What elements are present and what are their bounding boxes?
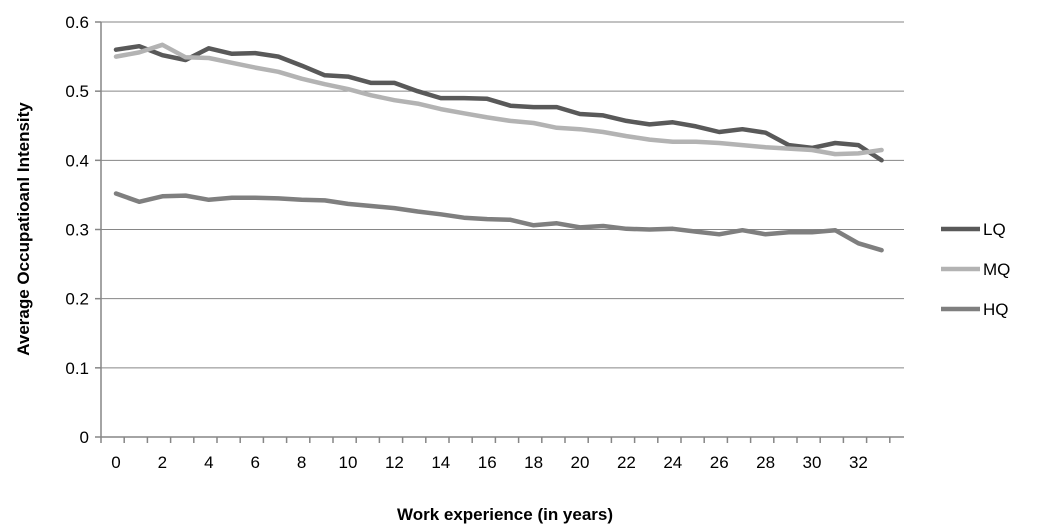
x-tick-label: 8 [297,453,306,472]
axes [95,21,904,443]
legend-label-hq: HQ [983,300,1009,319]
y-tick-label: 0.4 [65,151,89,170]
tick-labels: 00.10.20.30.40.50.60 2 4 6 8 10 12 14 16 18 20 22 24… [65,13,868,472]
x-tick-label: 4 [204,453,213,472]
x-tick-label: 28 [756,453,775,472]
y-tick-label: 0.2 [65,290,89,309]
x-tick-label: 16 [478,453,497,472]
series-lines [113,42,884,253]
legend: LQ MQ HQ [941,220,1010,319]
y-tick-label: 0.1 [65,359,89,378]
x-axis-title: Work experience (in years) [397,505,613,524]
x-tick-label: 26 [710,453,729,472]
x-tick-label: 20 [571,453,590,472]
x-tick-label: 14 [431,453,450,472]
gridlines [101,21,904,369]
series-line-lq [113,43,884,163]
x-tick-label: 24 [663,453,682,472]
x-tick-label: 32 [849,453,868,472]
legend-label-mq: MQ [983,260,1010,279]
x-tick-label: 2 [158,453,167,472]
y-axis-title: Average Occupatioanl Intensity [14,102,33,356]
x-tick-label: 18 [524,453,543,472]
x-tick-label: 12 [385,453,404,472]
x-tick-label: 0 [111,453,120,472]
series-line-mq [113,42,884,157]
legend-label-lq: LQ [983,220,1006,239]
series-line-hq [113,191,884,253]
x-tick-label: 30 [803,453,822,472]
y-tick-label: 0.3 [65,221,89,240]
y-tick-label: 0.5 [65,82,89,101]
y-tick-label: 0.6 [65,13,89,32]
y-tick-label: 0 [80,428,89,447]
x-tick-label: 10 [339,453,358,472]
x-tick-label: 22 [617,453,636,472]
x-tick-label: 6 [250,453,259,472]
